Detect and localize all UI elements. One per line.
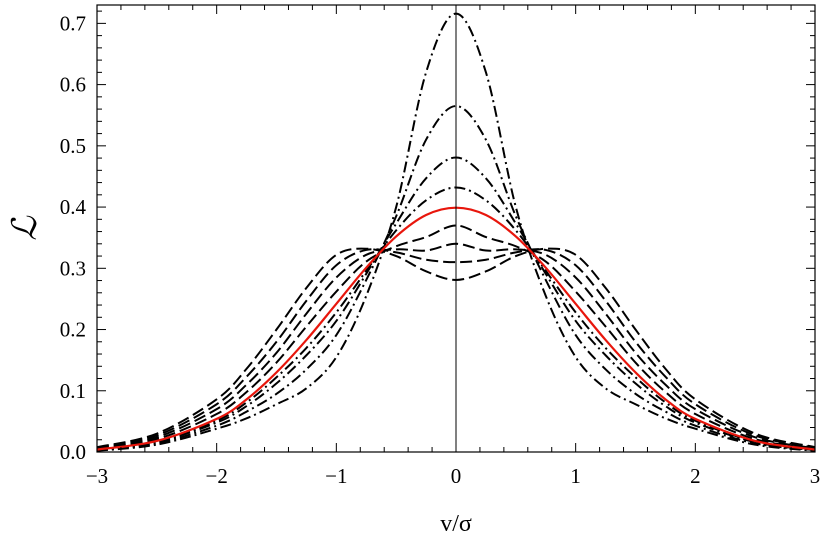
y-tick-label: 0.4 <box>60 195 87 219</box>
y-tick-label: 0.7 <box>60 11 86 35</box>
x-tick-label: 1 <box>570 464 581 488</box>
y-axis-title: ℒ <box>7 215 44 241</box>
y-tick-label: 0.1 <box>60 379 86 403</box>
y-tick-label: 0.5 <box>60 134 86 158</box>
axis-ticks <box>96 5 816 453</box>
y-tick-label: 0.6 <box>60 73 86 97</box>
x-tick-label: −3 <box>86 464 108 488</box>
x-tick-label: 2 <box>690 464 701 488</box>
y-tick-labels: 0.0 0.1 0.2 0.3 0.4 0.5 0.6 0.7 <box>60 11 87 464</box>
series-line-7 <box>96 248 816 449</box>
series-line-2 <box>96 105 816 452</box>
y-tick-label: 0.3 <box>60 256 86 280</box>
y-tick-label: 0.0 <box>60 440 86 464</box>
x-axis-title: v/σ <box>440 511 472 537</box>
x-tick-label: 0 <box>451 464 462 488</box>
y-tick-label: 0.2 <box>60 318 86 342</box>
x-tick-labels: −3 −2 −1 0 1 2 3 <box>86 464 820 488</box>
x-tick-label: −1 <box>325 464 347 488</box>
series-line-5 <box>96 224 816 450</box>
x-tick-label: −2 <box>205 464 227 488</box>
x-tick-label: 3 <box>810 464 821 488</box>
